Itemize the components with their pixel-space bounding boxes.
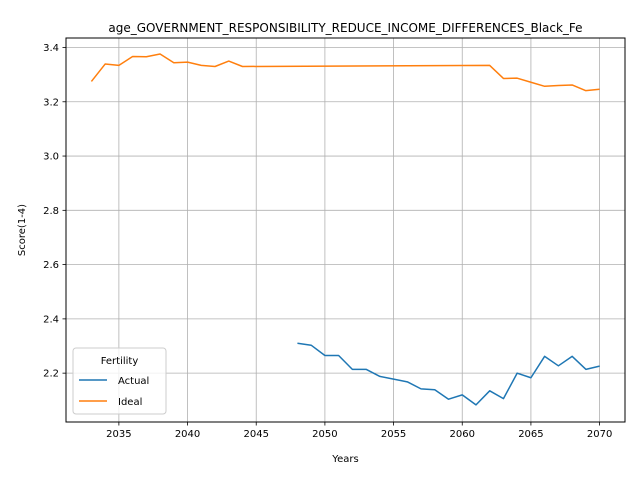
x-tick-label: 2065 [518,429,543,440]
plot-area-frame [65,37,626,423]
y-tick-label: 3.0 [43,152,59,163]
y-tick-label: 2.6 [43,260,59,271]
y-axis-label: Score(1-4) [17,204,28,256]
y-tick-label: 2.4 [43,314,59,325]
legend-title: Fertility [101,356,139,367]
y-tick-label: 2.8 [43,206,59,217]
grid [66,38,625,422]
x-axis: 2035 2040 2045 2050 2055 2060 2065 2070 [106,422,612,440]
x-tick-label: 2055 [381,429,406,440]
y-tick-label: 3.4 [43,43,59,54]
series-group [90,53,600,406]
chart-title: age_GOVERNMENT_RESPONSIBILITY_REDUCE_INC… [108,21,582,35]
x-tick-label: 2045 [243,429,268,440]
x-tick-label: 2040 [175,429,200,440]
legend: Fertility Actual Ideal [72,347,167,415]
y-tick-label: 3.2 [43,97,59,108]
series-line-ideal [90,53,600,92]
legend-frame [72,347,167,415]
legend-label-actual: Actual [118,376,149,387]
y-tick-label: 2.2 [43,369,59,380]
x-tick-label: 2050 [312,429,337,440]
x-tick-label: 2070 [587,429,612,440]
legend-label-ideal: Ideal [118,397,142,408]
x-tick-label: 2060 [450,429,475,440]
x-axis-label: Years [331,454,358,465]
x-tick-label: 2035 [106,429,131,440]
series-line-actual [297,342,600,406]
y-axis: 2.2 2.4 2.6 2.8 3.0 3.2 3.4 [43,43,66,380]
